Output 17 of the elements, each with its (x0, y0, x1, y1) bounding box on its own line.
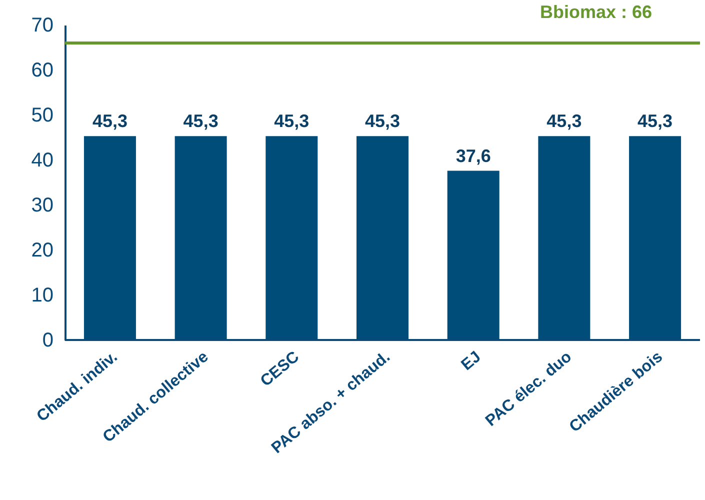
y-tick-label: 50 (31, 104, 54, 126)
data-label: 45,3 (546, 111, 582, 132)
y-tick-label: 40 (31, 150, 54, 172)
y-tick-label: 70 (31, 14, 54, 36)
y-tick-label: 10 (31, 284, 54, 306)
data-label: 45,3 (92, 111, 128, 132)
y-tick-label: 0 (42, 330, 54, 352)
ref-line-label: Bbiomax : 66 (540, 2, 652, 22)
data-label: 45,3 (364, 111, 400, 132)
data-label: 45,3 (638, 111, 673, 132)
data-label: 45,3 (274, 111, 310, 132)
data-label: 37,6 (456, 146, 491, 166)
y-tick-label: 30 (31, 194, 54, 216)
x-tick-label: EJ (458, 348, 484, 374)
y-tick-label: 60 (31, 60, 54, 82)
data-label: 45,3 (183, 111, 218, 132)
y-tick-label: 20 (31, 240, 54, 262)
